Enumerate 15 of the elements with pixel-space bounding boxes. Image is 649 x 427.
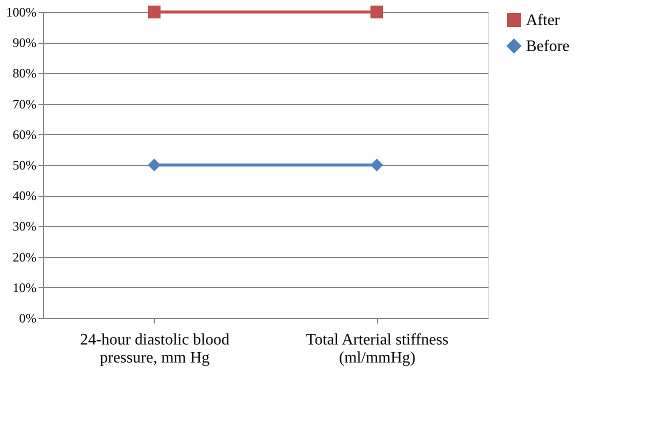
legend-label: After [526, 12, 560, 29]
y-tick-label: 10% [12, 280, 37, 295]
y-tick-label: 20% [12, 249, 37, 264]
y-tick-label: 70% [12, 96, 37, 112]
x-tick-label: 24-hour diastolic blood pressure, mm Hg [80, 332, 230, 366]
x-tick-label: Total Arterial stiffness (ml/mmHg) [306, 332, 449, 366]
y-tick-label: 80% [12, 66, 37, 81]
legend-label: Before [526, 38, 570, 55]
y-tick-label: 30% [12, 218, 37, 234]
y-tick-label: 50% [12, 158, 37, 172]
y-tick-label: 40% [12, 188, 37, 204]
y-tick-label: 0% [19, 310, 37, 326]
y-tick-label: 90% [12, 35, 37, 50]
y-tick-label: 100% [6, 4, 37, 20]
y-tick-label: 60% [12, 126, 37, 142]
